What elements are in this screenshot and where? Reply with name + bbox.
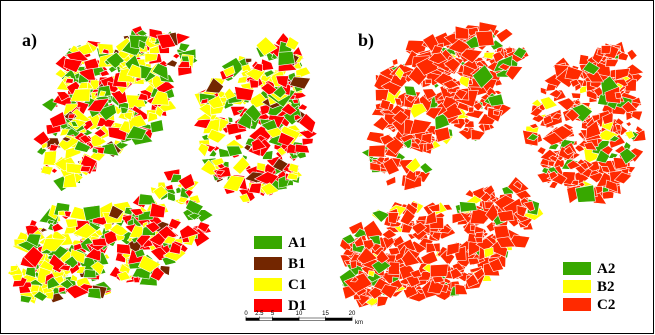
field (388, 262, 400, 275)
figure: a)A1B1C1D1b)A2B2C202.55101520km (0, 0, 655, 335)
field (12, 274, 23, 281)
field (601, 45, 611, 53)
field (92, 238, 107, 246)
legend-label: A1 (288, 235, 306, 251)
scale-label: 2.5 (255, 311, 264, 317)
legend-swatch (254, 257, 282, 270)
field (181, 56, 189, 62)
field (80, 166, 90, 172)
scale-label: 15 (322, 311, 329, 317)
legend-swatch (254, 236, 282, 249)
legend-swatch (254, 278, 282, 291)
field (58, 211, 65, 216)
field (88, 288, 101, 299)
field (84, 270, 97, 278)
field (615, 92, 622, 98)
field (278, 51, 295, 65)
field (571, 93, 581, 99)
field (475, 31, 494, 46)
field (30, 285, 39, 293)
field (350, 261, 357, 269)
field (497, 210, 514, 221)
legend-swatch (563, 262, 591, 275)
field (117, 244, 131, 255)
page: {"panels": [ {"label": "a)", "legend": [… (0, 0, 655, 335)
field (575, 185, 595, 203)
scale-segment (299, 318, 326, 321)
field (257, 162, 266, 171)
panel-label: b) (358, 30, 374, 51)
legend-label: C2 (597, 297, 615, 313)
legend-label: B1 (288, 256, 306, 272)
scale-label: 10 (296, 311, 303, 317)
field (430, 264, 448, 277)
legend-label: C1 (288, 277, 306, 293)
field (468, 258, 479, 265)
panel-label: a) (22, 30, 37, 51)
legend-label: A2 (597, 261, 615, 277)
field (65, 79, 73, 84)
legend-label: B2 (597, 279, 615, 295)
legend-swatch (563, 280, 591, 293)
legend-swatch (563, 298, 591, 311)
scale-segment (259, 318, 272, 321)
scale-segment (326, 318, 353, 321)
scale-label: 20 (349, 311, 356, 317)
scale-segment (273, 318, 300, 321)
field (425, 79, 432, 84)
field (369, 145, 386, 157)
scale-unit: km (355, 320, 363, 326)
field (134, 277, 140, 283)
field (494, 110, 500, 115)
scale-segment (246, 318, 259, 321)
field (66, 163, 83, 174)
field (459, 202, 477, 213)
